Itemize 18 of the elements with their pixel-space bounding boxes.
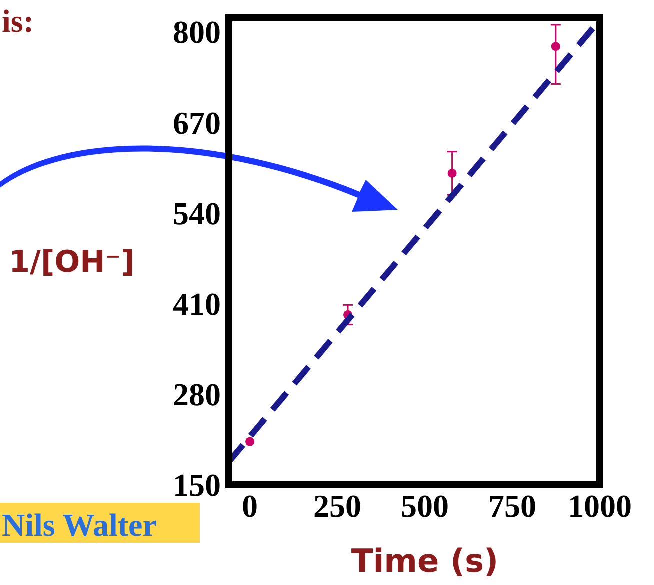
y-tick-label: 280 [173, 376, 221, 413]
x-tick-label: 1000 [568, 488, 632, 524]
y-tick-label: 670 [173, 104, 221, 141]
x-tick-label: 0 [242, 488, 258, 524]
y-axis-title: 1/[OH⁻] [9, 245, 135, 280]
point [246, 437, 254, 446]
text: Nils Walter [2, 507, 157, 543]
x-axis-title: Time (s) [351, 542, 499, 580]
y-tick-label: 800 [173, 14, 221, 50]
point [448, 168, 457, 178]
y-tick-label: 540 [173, 195, 221, 232]
y-tick-label: 410 [173, 286, 221, 322]
x-tick-label: 750 [488, 488, 536, 524]
text: is: [2, 3, 34, 39]
point [551, 42, 560, 52]
x-tick-label: 500 [401, 488, 449, 524]
x-tick-label: 250 [314, 488, 362, 524]
y-tick-label: 150 [173, 467, 221, 504]
